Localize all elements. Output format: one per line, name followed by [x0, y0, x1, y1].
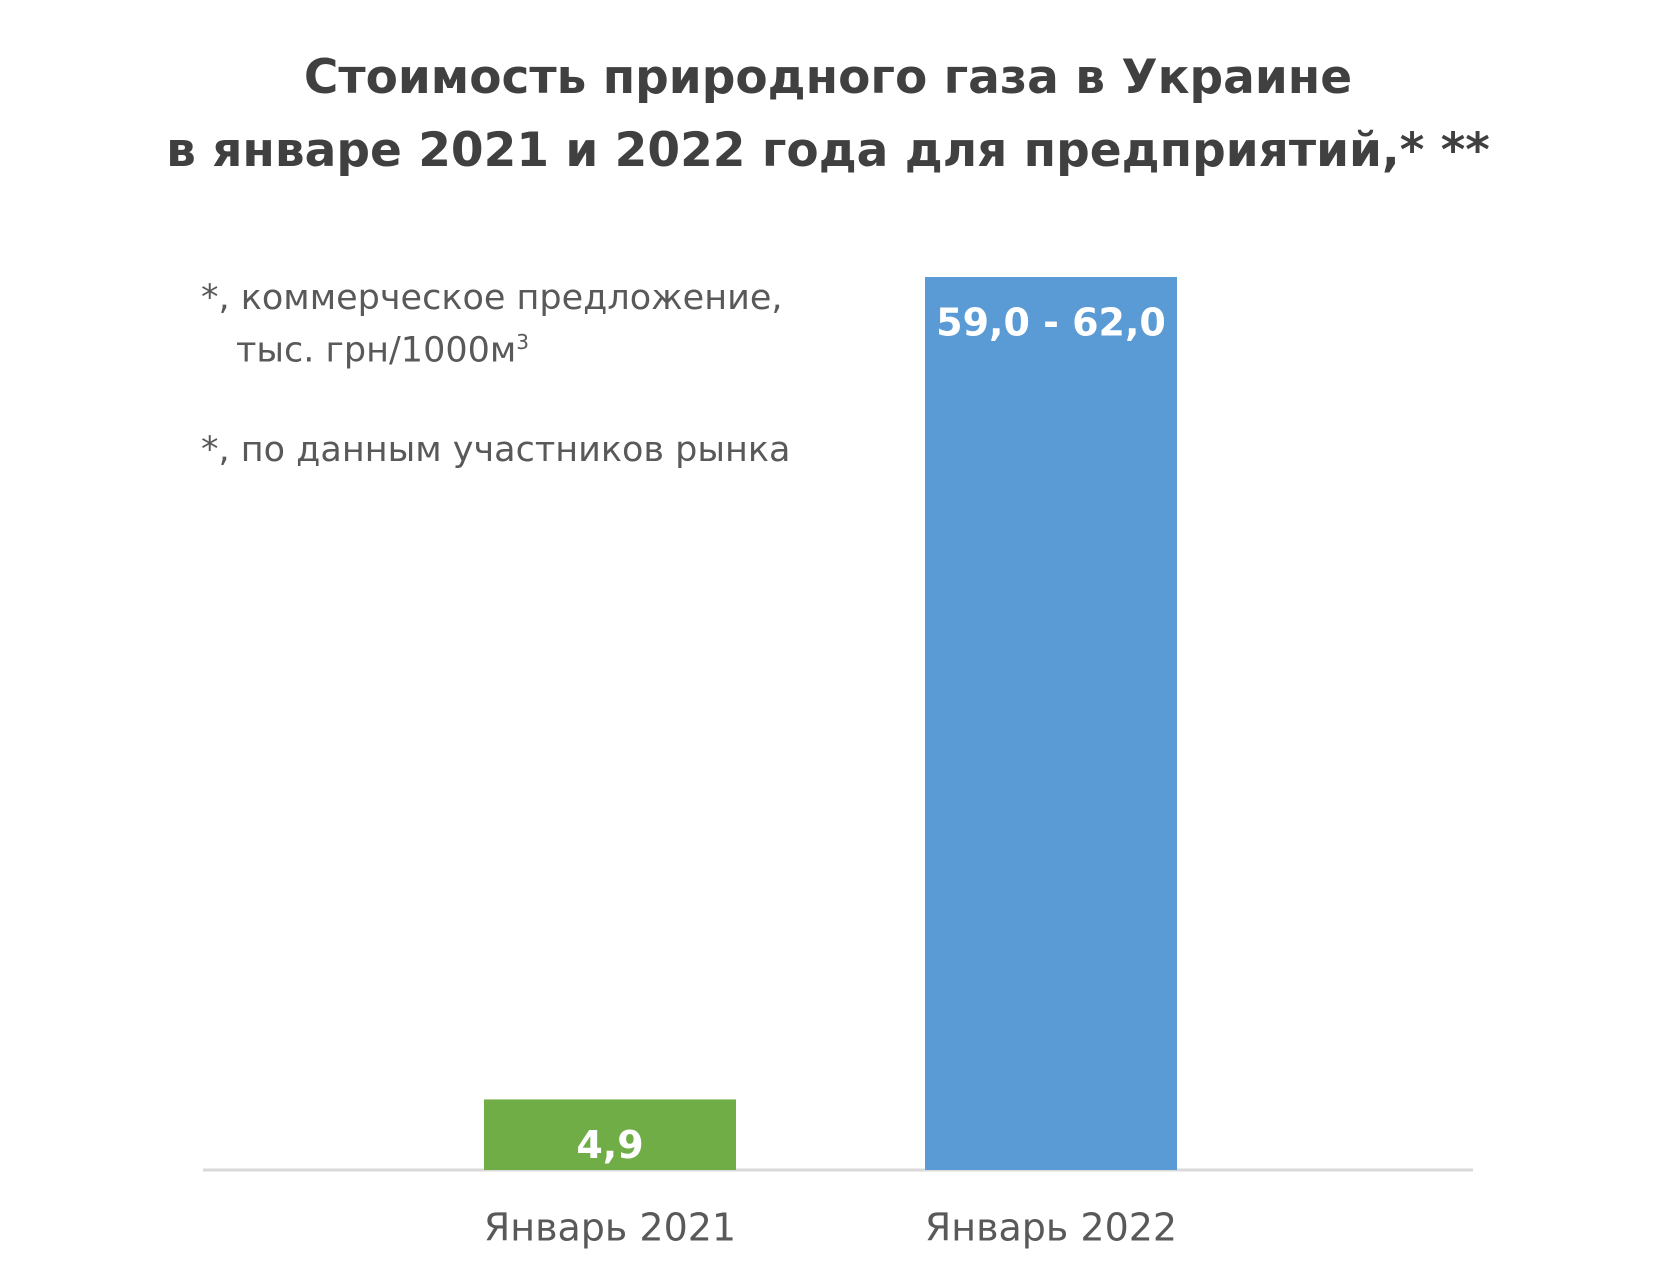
bar-data-label-2: 59,0 - 62,0	[936, 301, 1166, 345]
footnote-unit: тыс. грн/1000м3	[236, 330, 529, 371]
footnote-unit-text: тыс. грн/1000м	[236, 330, 517, 371]
category-label-1: Январь 2021	[484, 1206, 736, 1250]
footnote-unit-superscript: 3	[516, 330, 530, 354]
footnote-commercial-offer: *, коммерческое предложение,	[201, 278, 783, 318]
bar-1	[484, 1099, 736, 1170]
footnote-market-participants: *, по данным участников рынка	[201, 430, 791, 470]
bar-2	[925, 277, 1177, 1170]
chart-title-line-2: в январе 2021 и 2022 года для предприяти…	[166, 123, 1490, 178]
chart-title-line-1: Стоимость природного газа в Украине	[303, 50, 1353, 105]
bar-data-label-1: 4,9	[576, 1123, 643, 1167]
category-label-2: Январь 2022	[925, 1206, 1177, 1250]
